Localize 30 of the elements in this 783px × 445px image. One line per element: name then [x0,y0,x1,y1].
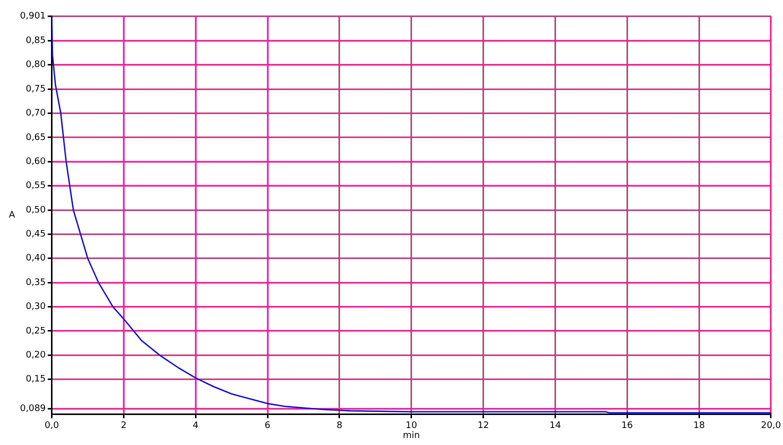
x-tick-label: 8 [336,420,343,431]
x-tick-label: 10 [406,420,418,431]
y-tick-label: 0,75 [26,84,46,94]
y-tick-label: 0,35 [26,278,46,288]
y-tick-label: 0,45 [26,230,46,240]
y-tick-label: 0,70 [26,108,46,119]
x-tick-label: 14 [549,420,562,431]
x-tick-label: 18 [693,420,706,431]
y-tick-label: 0,85 [26,36,46,46]
x-tick-label: 16 [621,420,634,431]
x-tick-label: 12 [478,420,490,431]
x-tick-label: 4 [192,420,199,431]
y-tick-label: 0,65 [26,132,46,143]
y-axis-title: A [8,210,16,220]
y-tick-label: 0,25 [26,326,46,336]
y-tick-label: 0,80 [26,60,46,70]
x-tick-label: 0,0 [44,420,60,431]
y-tick-label: 0,30 [26,302,46,312]
x-axis-title: min [402,431,420,442]
y-tick-label: 0,40 [26,254,46,264]
y-tick-label: 0,60 [26,156,46,167]
x-tick-label: 20,0 [760,420,782,431]
x-tick-label: 2 [120,420,127,431]
y-tick-label: 0,50 [26,205,46,216]
y-tick-label: 0,20 [26,350,46,361]
y-tick-label: 0,15 [26,374,46,385]
y-tick-label: 0,089 [20,404,46,414]
y-tick-label: 0,55 [26,181,46,192]
x-tick-label: 6 [264,420,271,431]
y-tick-label: 0,901 [20,11,46,22]
